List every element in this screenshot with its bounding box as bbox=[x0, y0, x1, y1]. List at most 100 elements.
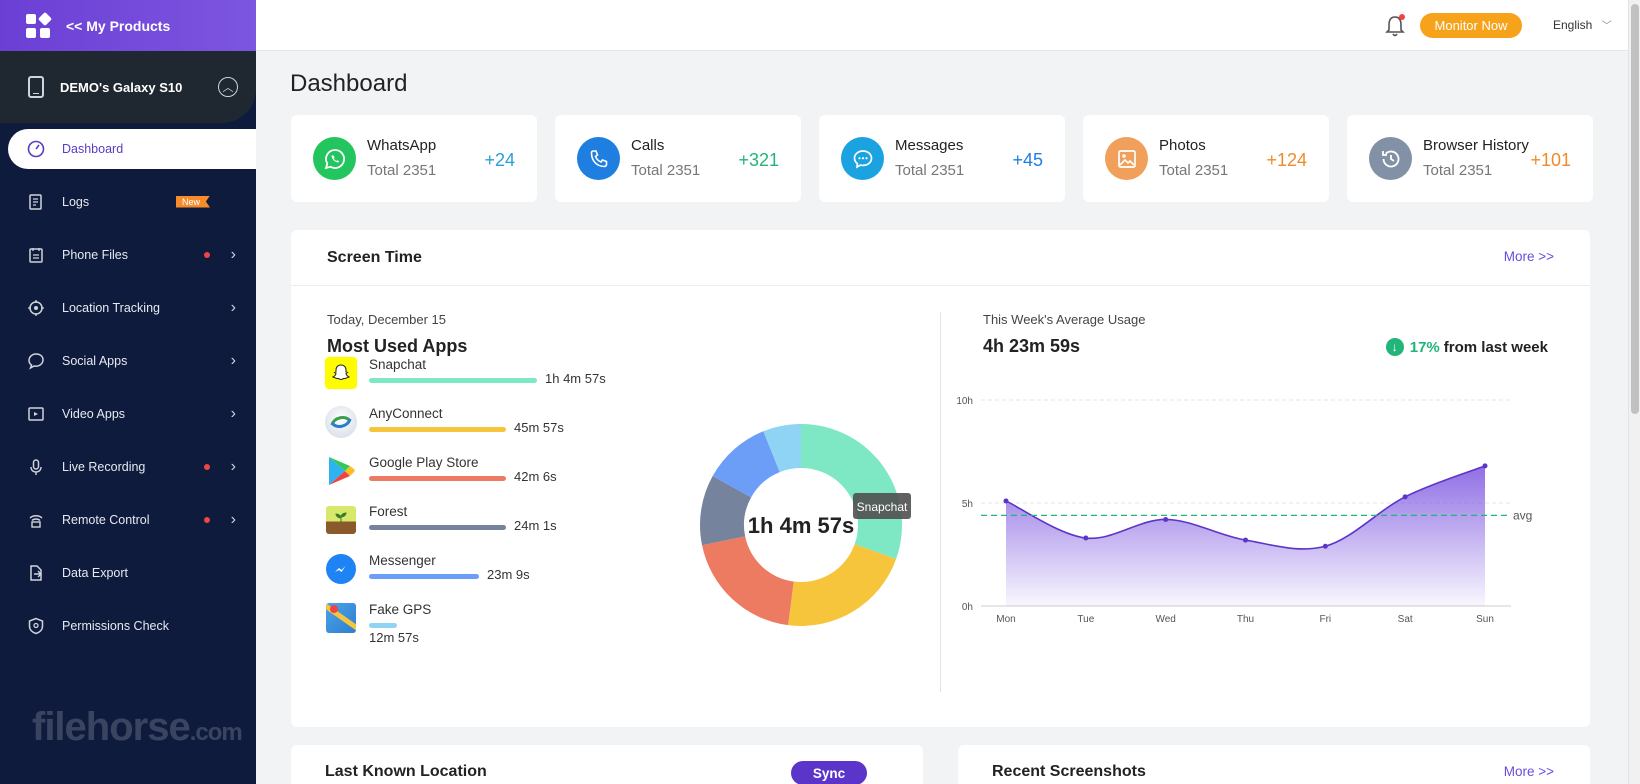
usage-point-mon[interactable] bbox=[1003, 498, 1009, 504]
week-trend: ↓ 17% from last week bbox=[1385, 338, 1548, 356]
app-usage-donut: 1h 4m 57s Snapchat bbox=[691, 415, 911, 635]
scrollbar-thumb[interactable] bbox=[1631, 4, 1639, 414]
x-tick-label: Tue bbox=[1077, 614, 1094, 625]
app-usage-bar bbox=[369, 623, 397, 628]
donut-slice-messenger[interactable] bbox=[712, 431, 780, 498]
usage-point-sun[interactable] bbox=[1482, 463, 1488, 469]
x-tick-label: Fri bbox=[1319, 614, 1331, 625]
bell-icon[interactable] bbox=[1384, 14, 1406, 38]
sidebar-item-logs[interactable]: Logs New bbox=[0, 175, 256, 228]
screen-time-title: Screen Time bbox=[327, 249, 422, 266]
divider bbox=[940, 312, 941, 692]
donut-slice-google-play-store[interactable] bbox=[702, 536, 794, 626]
snapchat-icon bbox=[325, 357, 357, 389]
app-usage-time: 23m 9s bbox=[487, 567, 530, 582]
page-scrollbar[interactable] bbox=[1628, 0, 1640, 784]
app-usage-bar bbox=[369, 525, 506, 530]
stat-card-messages[interactable]: Messages Total 2351 +45 bbox=[819, 115, 1065, 202]
sidebar-item-live-recording[interactable]: Live Recording › bbox=[0, 440, 256, 493]
my-products-link[interactable]: << My Products bbox=[0, 0, 256, 51]
chevron-right-icon: › bbox=[230, 404, 236, 422]
alert-dot bbox=[204, 463, 210, 470]
stat-card-browser-history[interactable]: Browser History Total 2351 +101 bbox=[1347, 115, 1593, 202]
usage-point-wed[interactable] bbox=[1163, 516, 1169, 522]
stat-total: Total 2351 bbox=[1423, 162, 1493, 179]
screen-time-panel: Screen Time More >> Today, December 15 M… bbox=[291, 230, 1590, 727]
sidebar-item-label: Social Apps bbox=[62, 353, 128, 368]
x-tick-label: Thu bbox=[1237, 614, 1254, 625]
stat-total: Total 2351 bbox=[367, 162, 437, 179]
sidebar-nav: Dashboard Logs New Phone Files › Location Tra… bbox=[0, 129, 256, 652]
message-icon bbox=[841, 137, 884, 180]
sidebar-item-video-apps[interactable]: Video Apps › bbox=[0, 387, 256, 440]
stat-name: Calls bbox=[631, 137, 665, 154]
watermark-logo: filehorse.com bbox=[32, 705, 243, 749]
my-products-label: << My Products bbox=[66, 17, 171, 34]
sidebar-item-label: Remote Control bbox=[62, 512, 150, 527]
usage-point-thu[interactable] bbox=[1243, 537, 1248, 543]
log-icon bbox=[26, 192, 46, 212]
week-average-value: 4h 23m 59s bbox=[983, 336, 1081, 356]
donut-slice-anyconnect[interactable] bbox=[788, 544, 897, 626]
usage-point-tue[interactable] bbox=[1083, 535, 1089, 541]
app-name: Snapchat bbox=[369, 357, 427, 372]
sidebar-item-label: Location Tracking bbox=[62, 300, 160, 315]
stat-card-photos[interactable]: Photos Total 2351 +124 bbox=[1083, 115, 1329, 202]
sidebar-item-label: Data Export bbox=[62, 565, 129, 580]
device-selector[interactable]: DEMO's Galaxy S10 ︿ bbox=[0, 51, 256, 123]
trend-text: from last week bbox=[1443, 338, 1548, 356]
sidebar-item-label: Logs bbox=[62, 194, 90, 209]
app-name: Fake GPS bbox=[369, 602, 432, 617]
donut-center-label: 1h 4m 57s bbox=[748, 513, 854, 538]
sidebar-item-phone-files[interactable]: Phone Files › bbox=[0, 228, 256, 281]
stat-name: WhatsApp bbox=[367, 137, 437, 154]
monitor-now-button[interactable]: Monitor Now bbox=[1420, 13, 1522, 38]
stat-total: Total 2351 bbox=[895, 162, 965, 179]
sidebar-item-permissions-check[interactable]: Permissions Check bbox=[0, 599, 256, 652]
shield-icon bbox=[26, 616, 46, 636]
language-select[interactable]: English ﹀ bbox=[1553, 18, 1612, 32]
sidebar-item-remote-control[interactable]: Remote Control › bbox=[0, 493, 256, 546]
stat-card-calls[interactable]: Calls Total 2351 +321 bbox=[555, 115, 801, 202]
sidebar-item-dashboard[interactable]: Dashboard bbox=[8, 129, 256, 169]
top-bar: Monitor Now English ﹀ bbox=[256, 0, 1628, 51]
phone-device-icon bbox=[28, 76, 44, 98]
history-icon bbox=[1369, 137, 1412, 180]
app-row-snapchat: Snapchat 1h 4m 57s bbox=[325, 357, 655, 397]
stat-delta: +101 bbox=[1530, 150, 1571, 170]
donut-slice-snapchat[interactable] bbox=[801, 424, 902, 560]
average-label: avg bbox=[1513, 508, 1532, 522]
usage-point-fri[interactable] bbox=[1322, 543, 1328, 549]
sidebar: << My Products DEMO's Galaxy S10 ︿ Dashb… bbox=[0, 0, 256, 784]
sidebar-item-social-apps[interactable]: Social Apps › bbox=[0, 334, 256, 387]
screen-time-more-link[interactable]: More >> bbox=[1503, 249, 1554, 264]
stat-card-whatsapp[interactable]: WhatsApp Total 2351 +24 bbox=[291, 115, 537, 202]
sidebar-item-location-tracking[interactable]: Location Tracking › bbox=[0, 281, 256, 334]
donut-slice-fake-gps[interactable] bbox=[763, 424, 801, 473]
play-store-icon bbox=[325, 455, 357, 487]
screenshots-more-link[interactable]: More >> bbox=[1503, 764, 1554, 779]
chevron-right-icon: › bbox=[230, 457, 236, 475]
stat-name: Messages bbox=[895, 137, 964, 154]
donut-slice-forest[interactable] bbox=[700, 476, 752, 546]
most-used-title: Most Used Apps bbox=[327, 336, 468, 356]
app-usage-time: 45m 57s bbox=[514, 420, 564, 435]
sidebar-item-label: Video Apps bbox=[62, 406, 126, 421]
app-row-forest: Forest 24m 1s bbox=[325, 504, 655, 544]
recent-screenshots-panel: Recent Screenshots More >> bbox=[958, 745, 1590, 784]
device-name: DEMO's Galaxy S10 bbox=[60, 79, 183, 95]
sync-button[interactable]: Sync bbox=[791, 761, 867, 784]
stat-name: Photos bbox=[1159, 137, 1206, 154]
stat-total: Total 2351 bbox=[631, 162, 701, 179]
chevron-up-icon[interactable]: ︿ bbox=[218, 77, 238, 97]
arrow-down-icon: ↓ bbox=[1385, 338, 1404, 356]
chevron-down-icon: ﹀ bbox=[1601, 21, 1612, 32]
app-name: Forest bbox=[369, 504, 408, 519]
speedometer-icon bbox=[26, 139, 46, 159]
sidebar-item-label: Live Recording bbox=[62, 459, 146, 474]
sidebar-item-data-export[interactable]: Data Export bbox=[0, 546, 256, 599]
usage-area bbox=[1006, 465, 1485, 606]
usage-point-sat[interactable] bbox=[1402, 494, 1408, 500]
app-row-fake-gps: Fake GPS 12m 57s bbox=[325, 602, 655, 645]
stat-delta: +45 bbox=[1012, 150, 1043, 170]
